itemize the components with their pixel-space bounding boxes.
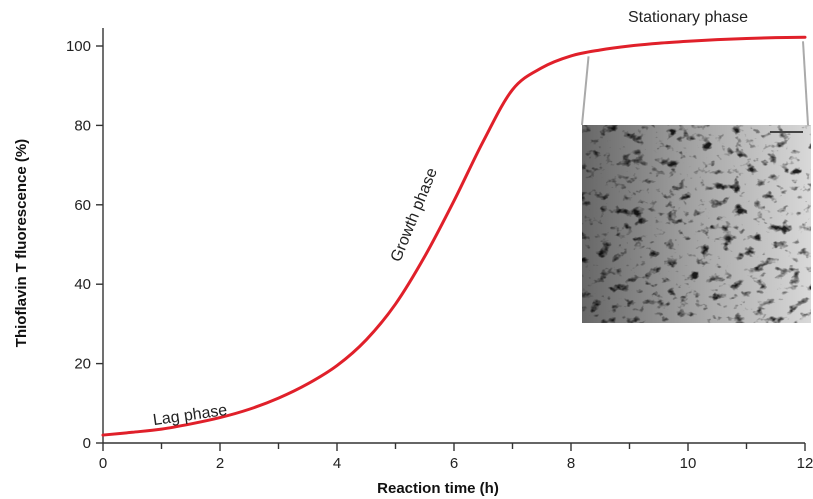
x-tick-label: 8: [567, 455, 575, 472]
x-tick-label: 2: [216, 455, 224, 472]
annotation-growth-phase: Growth phase: [388, 166, 441, 265]
x-tick-label: 4: [333, 455, 341, 472]
y-tick-label: 60: [74, 197, 91, 214]
x-tick-label: 10: [680, 455, 697, 472]
x-tick-label: 0: [99, 455, 107, 472]
series-line: [101, 35, 807, 437]
inset-callout: [581, 41, 811, 323]
callout-line-right: [802, 41, 809, 126]
x-minor-ticks: [160, 443, 748, 449]
inset-micrograph: [582, 125, 811, 323]
x-ticks: 0 2 4 6 8 10 12: [99, 443, 813, 472]
x-tick-label: 6: [450, 455, 458, 472]
y-tick-label: 20: [74, 356, 91, 373]
y-ticks: 0 20 40 60 80 100: [66, 38, 103, 452]
annotation-stationary-phase: Stationary phase: [628, 9, 748, 26]
x-axis-label: Reaction time (h): [377, 480, 499, 497]
x-tick-label: 12: [797, 455, 813, 472]
callout-line-left: [581, 56, 590, 126]
y-tick-label: 100: [66, 38, 91, 55]
y-tick-label: 80: [74, 117, 91, 134]
y-axis-label: Thioflavin T fluorescence (%): [13, 139, 30, 347]
y-tick-label: 0: [83, 435, 91, 452]
y-tick-label: 40: [74, 276, 91, 293]
